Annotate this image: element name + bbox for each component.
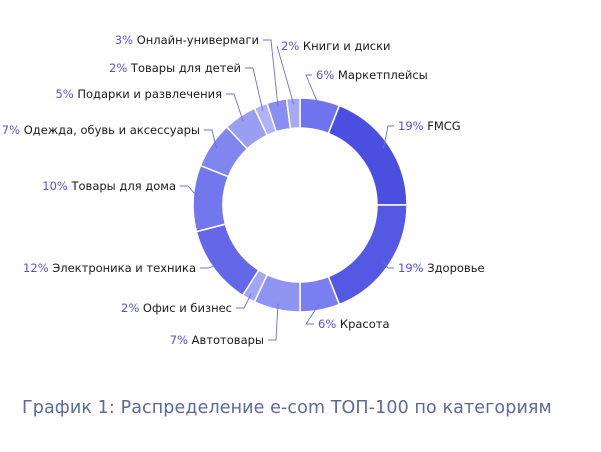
slice-label-8: 7% Одежда, обувь и аксессуары [2, 123, 200, 137]
leader-line-4 [268, 303, 279, 341]
slice-label-10: 2% Товары для детей [109, 61, 241, 75]
slice-label-0: 6% Маркетплейсы [316, 68, 428, 82]
slice-pct-1: 19% [398, 119, 427, 133]
slice-label-4: 7% Автотовары [170, 333, 264, 347]
slice-name-8: Одежда, обувь и аксессуары [24, 123, 200, 137]
slice-pct-10: 2% [109, 61, 131, 75]
slice-name-4: Автотовары [192, 333, 264, 347]
slice-label-5: 2% Офис и бизнес [121, 301, 232, 315]
slice-pct-9: 5% [55, 87, 77, 101]
leader-line-2 [383, 261, 394, 269]
slice-name-12: Книги и диски [303, 39, 391, 53]
slice-name-2: Здоровье [427, 261, 484, 275]
slice-label-1: 19% FMCG [398, 119, 461, 133]
slice-6 [195, 223, 260, 297]
slice-pct-7: 10% [42, 179, 71, 193]
leader-line-11 [263, 39, 279, 107]
slice-12 [285, 97, 301, 130]
chart-caption: График 1: Распределение e-com ТОП-100 по… [22, 398, 552, 418]
slice-name-1: FMCG [427, 119, 460, 133]
leader-line-10 [245, 67, 264, 112]
slice-pct-5: 2% [121, 301, 143, 315]
slice-name-0: Маркетплейсы [338, 68, 428, 82]
slice-label-7: 10% Товары для дома [42, 179, 176, 193]
slice-label-12: 2% Книги и диски [281, 39, 391, 53]
slice-pct-12: 2% [281, 39, 303, 53]
leader-line-3 [305, 303, 320, 325]
slice-name-10: Товары для детей [130, 61, 241, 75]
leader-line-12 [276, 45, 295, 105]
slice-1 [327, 104, 408, 206]
slice-label-3: 6% Красота [318, 317, 390, 331]
slice-name-6: Электроника и техника [52, 261, 196, 275]
slice-pct-3: 6% [318, 317, 340, 331]
slice-pct-8: 7% [2, 123, 24, 137]
leader-line-8 [204, 129, 217, 149]
leader-line-9 [226, 93, 244, 122]
slice-7 [192, 164, 230, 233]
slice-name-11: Онлайн-универмаги [137, 33, 259, 47]
slice-pct-4: 7% [170, 333, 192, 347]
slice-name-5: Офис и бизнес [143, 301, 232, 315]
slice-2 [327, 204, 408, 306]
leader-line-6 [200, 263, 219, 269]
leader-line-7 [180, 185, 200, 199]
slice-name-9: Подарки и развлечения [77, 87, 222, 101]
slice-name-3: Красота [340, 317, 390, 331]
slice-pct-11: 3% [115, 33, 137, 47]
slice-label-2: 19% Здоровье [398, 261, 485, 275]
slice-label-11: 3% Онлайн-универмаги [115, 33, 259, 47]
leader-line-5 [236, 293, 252, 309]
leader-line-0 [305, 74, 320, 106]
slice-label-6: 12% Электроника и техника [23, 261, 196, 275]
slice-pct-0: 6% [316, 68, 338, 82]
slice-pct-6: 12% [23, 261, 52, 275]
slice-name-7: Товары для дома [70, 179, 176, 193]
leader-line-1 [383, 125, 394, 149]
slice-label-9: 5% Подарки и развлечения [55, 87, 222, 101]
slice-pct-2: 19% [398, 261, 427, 275]
